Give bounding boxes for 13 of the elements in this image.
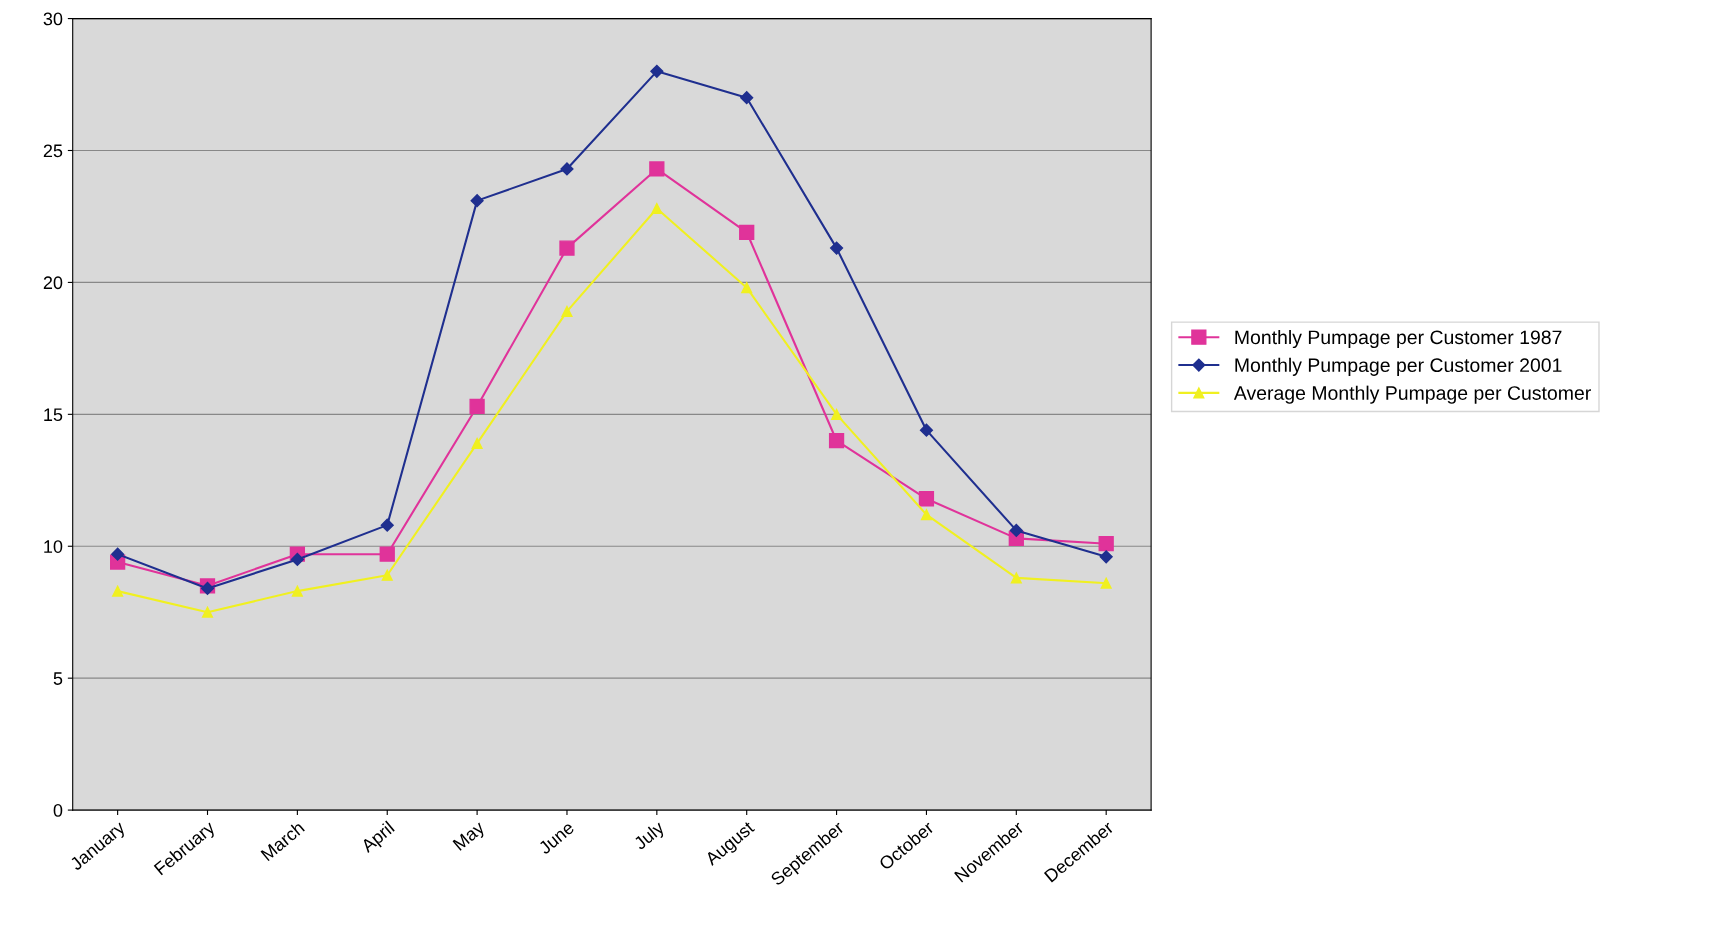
y-tick-label: 20 [43,276,63,290]
y-tick-label: 5 [53,672,63,685]
legend-label: Monthly Pumpage per Customer 1987 [1235,329,1562,349]
y-tick-label: 10 [44,540,63,553]
y-tick-label: 15 [44,408,63,422]
legend-label: Average Monthly Pumpage per Customer [1233,385,1591,404]
x-tick-label: July [632,819,668,854]
y-tick-label: 30 [43,12,63,26]
x-tick-label: May [452,820,488,854]
y-tick-label: 0 [53,804,63,817]
legend-label: Monthly Pumpage per Customer 2001 [1235,357,1562,376]
y-tick-label: 25 [43,144,63,158]
x-tick-label: June [537,820,575,855]
